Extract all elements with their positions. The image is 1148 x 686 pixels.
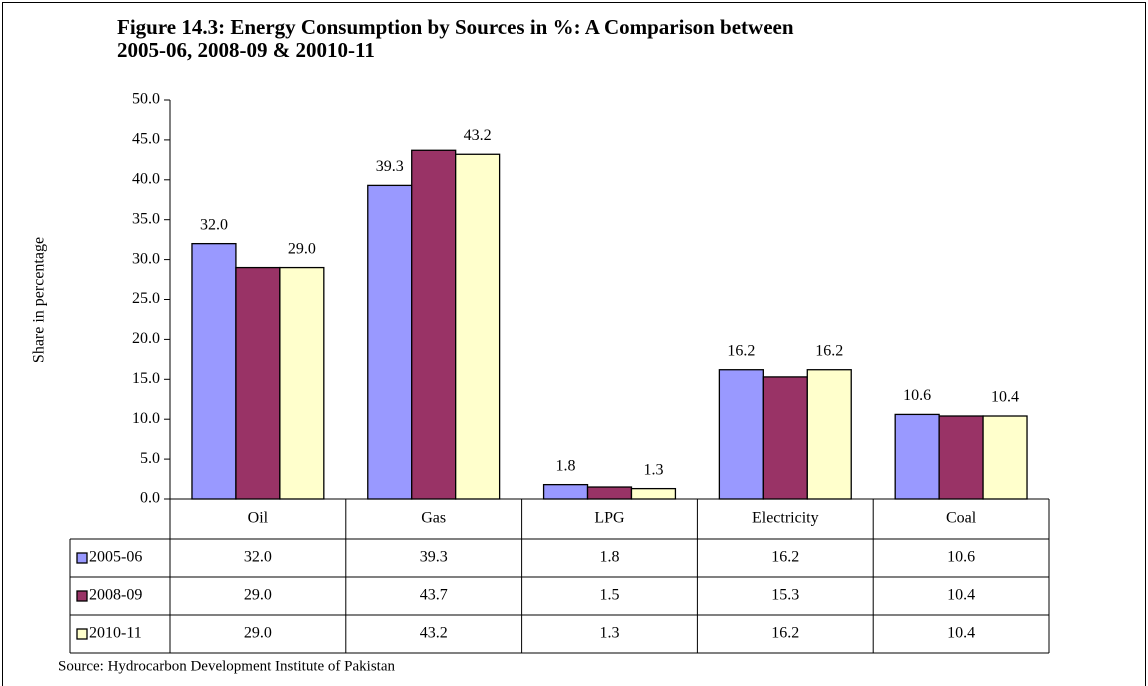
table-cell: 1.8 [600,549,620,566]
table-cell: 15.3 [771,587,799,604]
y-tick-label: 45.0 [132,131,160,148]
table-cell: 43.7 [420,587,448,604]
table-cell: 10.4 [947,625,975,642]
y-tick-label: 25.0 [132,290,160,307]
data-label: 10.6 [903,387,931,404]
data-label: 16.2 [815,342,843,359]
y-tick-label: 30.0 [132,250,160,267]
bar [718,369,764,500]
data-label: 16.2 [727,342,755,359]
data-label: 39.3 [376,158,404,175]
table-cell: 39.3 [420,549,448,566]
y-tick-label: 5.0 [140,450,160,467]
data-label: 29.0 [288,240,316,257]
table-cell: 29.0 [244,587,272,604]
y-tick-label: 10.0 [132,410,160,427]
table-cell: 1.3 [600,625,620,642]
x-tick-label: Oil [248,510,269,527]
bar [586,486,633,500]
x-tick-label: LPG [594,510,625,527]
source: Source: Hydrocarbon Development Institut… [58,658,396,674]
data-label: 1.8 [556,457,576,474]
legend-label: 2005-06 [89,549,142,566]
legend-swatch [76,590,88,602]
bar [762,376,808,500]
x-tick-label: Electricity [752,510,819,527]
y-tick-label: 15.0 [132,370,160,387]
data-label: 43.2 [464,127,492,144]
chart-title: Figure 14.3: Energy Consumption by Sourc… [117,15,794,39]
legend-label: 2010-11 [89,625,142,642]
bar [894,413,940,500]
chart-title: 2005-06, 2008-09 & 20010-11 [117,38,375,62]
bar [279,266,325,500]
bar [938,415,984,500]
bar [630,487,677,500]
table-cell: 32.0 [244,549,272,566]
legend-swatch [76,628,88,640]
data-label: 1.3 [643,461,663,478]
bar [191,242,237,500]
legend-swatch [76,552,88,564]
bar [542,483,589,500]
y-axis-label: Share in percentage [31,237,48,363]
table-cell: 1.5 [600,587,620,604]
bar [411,149,457,500]
x-tick-label: Coal [946,510,977,527]
table-cell: 29.0 [244,625,272,642]
bar [806,369,852,500]
table-cell: 16.2 [771,625,799,642]
legend-label: 2008-09 [89,587,142,604]
data-label: 10.4 [991,389,1019,406]
y-tick-label: 50.0 [132,91,160,108]
data-label: 32.0 [200,216,228,233]
bar [235,266,281,500]
bar [982,415,1028,500]
bar [455,153,501,500]
x-tick-label: Gas [421,510,446,527]
bar [367,184,413,500]
table-cell: 16.2 [771,549,799,566]
y-tick-label: 40.0 [132,170,160,187]
table-cell: 10.4 [947,587,975,604]
y-tick-label: 0.0 [140,490,160,507]
table-cell: 43.2 [420,625,448,642]
table-cell: 10.6 [947,549,975,566]
y-tick-label: 20.0 [132,330,160,347]
y-tick-label: 35.0 [132,210,160,227]
